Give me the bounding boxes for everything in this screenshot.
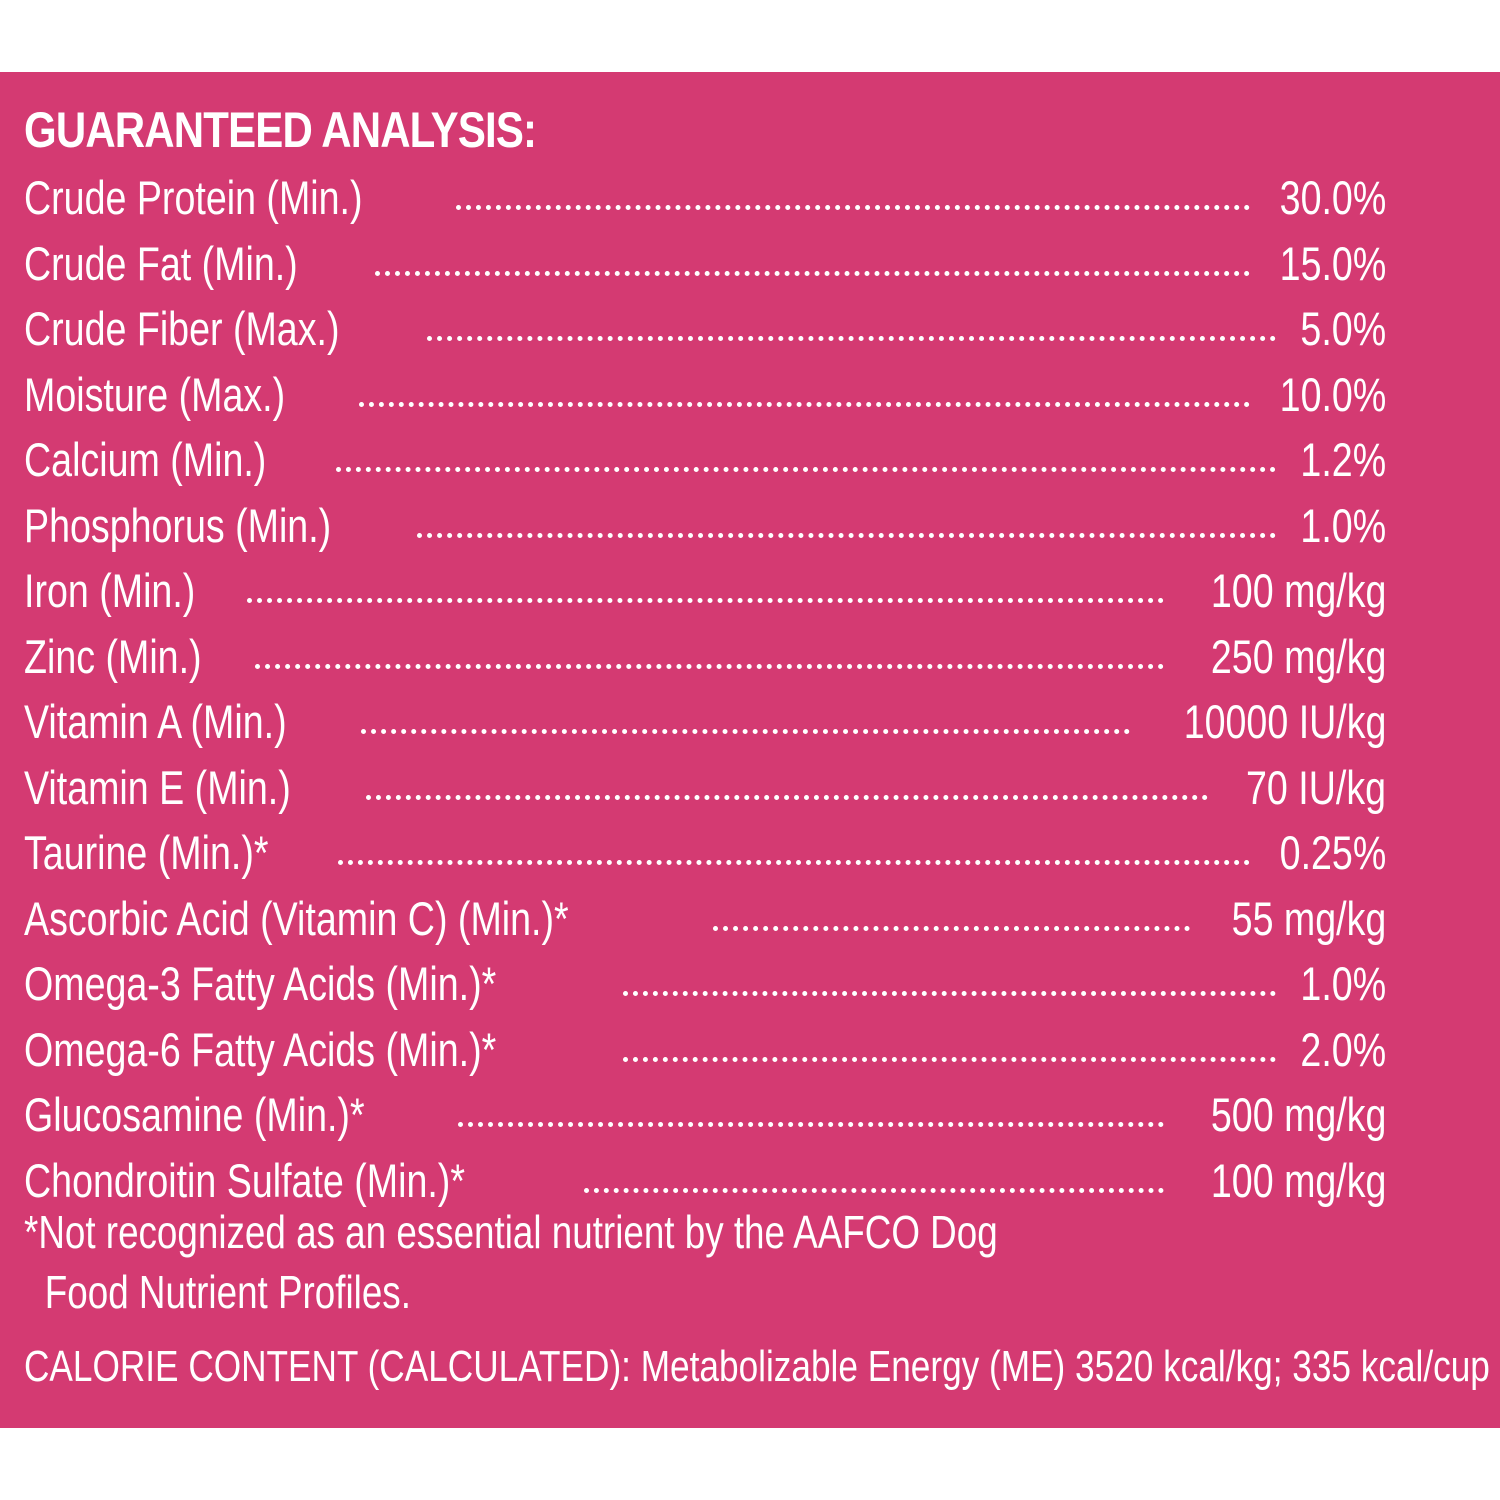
nutrient-label: Zinc (Min.) <box>24 629 202 683</box>
analysis-row: Omega-6 Fatty Acids (Min.)* 2.0% <box>24 1019 1386 1085</box>
nutrient-label: Ascorbic Acid (Vitamin C) (Min.)* <box>24 891 569 945</box>
analysis-row: Iron (Min.) 100 mg/kg <box>24 560 1386 626</box>
dot-leader <box>455 205 1251 210</box>
nutrient-label: Omega-6 Fatty Acids (Min.)* <box>24 1022 497 1076</box>
nutrient-value: 70 IU/kg <box>1245 760 1386 814</box>
nutrient-value: 30.0% <box>1279 171 1386 224</box>
dot-leader <box>359 401 1251 407</box>
nutrient-label: Vitamin A (Min.) <box>24 695 287 748</box>
dot-leader <box>246 598 1164 603</box>
dot-leader <box>583 1187 1164 1193</box>
dot-leader <box>335 467 1277 472</box>
nutrient-value: 1.2% <box>1300 433 1386 486</box>
analysis-title: GUARANTEED ANALYSIS: <box>24 102 537 158</box>
nutrient-label: Taurine (Min.)* <box>24 826 269 879</box>
footnote-line-2: Food Nutrient Profiles. <box>44 1266 411 1318</box>
analysis-row: Glucosamine (Min.)* 500 mg/kg <box>24 1084 1386 1150</box>
analysis-row: Moisture (Max.) 10.0% <box>24 364 1386 430</box>
nutrient-label: Chondroitin Sulfate (Min.)* <box>24 1153 465 1207</box>
analysis-row: Vitamin E (Min.) 70 IU/kg <box>24 757 1386 823</box>
nutrient-label: Crude Protein (Min.) <box>24 171 363 224</box>
dot-leader <box>366 794 1209 800</box>
nutrient-value: 5.0% <box>1300 302 1386 355</box>
analysis-row: Crude Fiber (Max.) 5.0% <box>24 298 1386 364</box>
nutrient-label: Glucosamine (Min.)* <box>24 1088 365 1141</box>
nutrient-label: Crude Fat (Min.) <box>24 236 298 290</box>
footnote-line-1: *Not recognized as an essential nutrient… <box>24 1206 998 1258</box>
dot-leader <box>622 1056 1277 1062</box>
analysis-row: Phosphorus (Min.) 1.0% <box>24 495 1386 561</box>
nutrient-value: 100 mg/kg <box>1210 1153 1386 1207</box>
nutrient-label: Omega-3 Fatty Acids (Min.)* <box>24 957 497 1010</box>
calorie-content: CALORIE CONTENT (CALCULATED): Metaboliza… <box>24 1342 1490 1391</box>
nutrient-value: 250 mg/kg <box>1210 629 1386 683</box>
nutrient-value: 1.0% <box>1300 957 1386 1010</box>
analysis-row: Chondroitin Sulfate (Min.)* 100 mg/kg <box>24 1150 1386 1216</box>
nutrient-label: Crude Fiber (Max.) <box>24 302 340 355</box>
analysis-row: Crude Protein (Min.) 30.0% <box>24 167 1386 233</box>
dot-leader <box>416 532 1277 538</box>
analysis-table: Crude Protein (Min.) 30.0% Crude Fat (Mi… <box>24 167 1386 1215</box>
nutrient-label: Moisture (Max.) <box>24 367 286 421</box>
nutrient-value: 10.0% <box>1279 367 1386 421</box>
analysis-row: Omega-3 Fatty Acids (Min.)* 1.0% <box>24 953 1386 1019</box>
nutrient-value: 2.0% <box>1300 1022 1386 1076</box>
analysis-row: Taurine (Min.)* 0.25% <box>24 822 1386 888</box>
nutrient-label: Calcium (Min.) <box>24 433 267 486</box>
analysis-row: Calcium (Min.) 1.2% <box>24 429 1386 495</box>
nutrient-label: Iron (Min.) <box>24 564 196 617</box>
analysis-row: Ascorbic Acid (Vitamin C) (Min.)* 55 mg/… <box>24 888 1386 954</box>
nutrient-label: Vitamin E (Min.) <box>24 760 291 814</box>
aafco-footnote: *Not recognized as an essential nutrient… <box>24 1202 998 1322</box>
nutrient-value: 55 mg/kg <box>1231 891 1386 945</box>
analysis-row: Zinc (Min.) 250 mg/kg <box>24 626 1386 692</box>
nutrient-value: 100 mg/kg <box>1210 564 1386 617</box>
dot-leader <box>622 991 1277 996</box>
dot-leader <box>338 860 1251 865</box>
dot-leader <box>374 270 1251 276</box>
nutrient-value: 15.0% <box>1279 236 1386 290</box>
guaranteed-analysis-panel: GUARANTEED ANALYSIS: Crude Protein (Min.… <box>0 72 1500 1428</box>
analysis-row: Vitamin A (Min.) 10000 IU/kg <box>24 691 1386 757</box>
dot-leader <box>713 925 1191 931</box>
analysis-row: Crude Fat (Min.) 15.0% <box>24 233 1386 299</box>
dot-leader <box>360 729 1130 734</box>
dot-leader <box>426 336 1277 341</box>
nutrient-value: 0.25% <box>1279 826 1386 879</box>
nutrient-label: Phosphorus (Min.) <box>24 498 332 552</box>
nutrient-value: 1.0% <box>1300 498 1386 552</box>
dot-leader <box>458 1122 1164 1127</box>
nutrient-value: 500 mg/kg <box>1210 1088 1386 1141</box>
nutrient-value: 10000 IU/kg <box>1183 695 1386 748</box>
dot-leader <box>254 663 1164 669</box>
